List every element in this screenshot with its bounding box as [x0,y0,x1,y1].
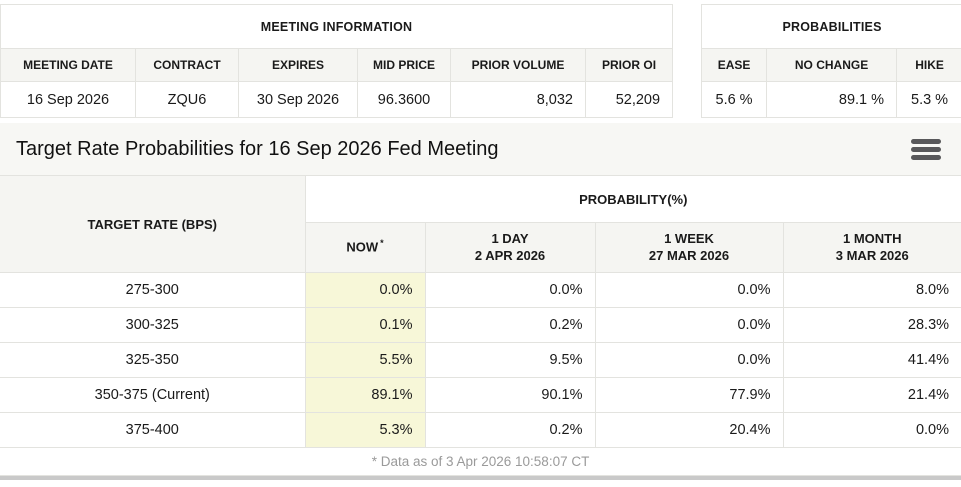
now-prob-cell: 89.1% [304,377,426,413]
one-day-prob-cell: 0.0% [424,272,596,308]
bottom-divider [0,476,961,480]
col-header-contract: CONTRACT [135,48,239,82]
hike-value: 5.3 % [896,81,961,118]
col-header-1-day: 1 DAY 2 APR 2026 [424,222,596,273]
probabilities-summary-table: PROBABILITIES EASE NO CHANGE HIKE 5.6 % … [701,4,961,118]
one-month-date: 3 MAR 2026 [835,247,909,263]
one-month-prob-cell: 41.4% [782,342,961,378]
data-as-of-footnote: * Data as of 3 Apr 2026 10:58:07 CT [0,447,961,476]
table-row-375-400: 375-400 5.3% 0.2% 20.4% 0.0% [0,412,961,448]
col-header-no-change: NO CHANGE [766,48,898,82]
table-row-300-325: 300-325 0.1% 0.2% 0.0% 28.3% [0,307,961,343]
prior-volume-value: 8,032 [450,81,586,118]
col-header-prior-volume: PRIOR VOLUME [450,48,586,82]
col-header-target-rate-bps: TARGET RATE (BPS) [0,175,306,273]
col-header-now: NOW * [304,222,426,273]
one-week-prob-cell: 77.9% [594,377,784,413]
meeting-information-table: MEETING INFORMATION MEETING DATE CONTRAC… [0,4,674,118]
col-header-1-week: 1 WEEK 27 MAR 2026 [594,222,784,273]
one-week-prob-cell: 0.0% [594,272,784,308]
col-header-expires: EXPIRES [238,48,358,82]
one-month-label: 1 MONTH [843,230,902,246]
probabilities-summary-row: 5.6 % 89.1 % 5.3 % [701,81,961,118]
one-month-prob-cell: 0.0% [782,412,961,448]
col-header-mid-price: MID PRICE [357,48,451,82]
one-month-prob-cell: 28.3% [782,307,961,343]
one-day-prob-cell: 0.2% [424,307,596,343]
target-rate-cell: 350-375 (Current) [0,377,306,413]
col-header-meeting-date: MEETING DATE [0,48,136,82]
now-prob-cell: 0.1% [304,307,426,343]
one-day-prob-cell: 0.2% [424,412,596,448]
meeting-date-value: 16 Sep 2026 [0,81,136,118]
hamburger-icon [911,138,941,144]
target-rate-cell: 325-350 [0,342,306,378]
page-title: Target Rate Probabilities for 16 Sep 202… [16,137,499,160]
one-day-prob-cell: 90.1% [424,377,596,413]
now-prob-cell: 5.5% [304,342,426,378]
one-week-prob-cell: 20.4% [594,412,784,448]
expires-value: 30 Sep 2026 [238,81,358,118]
no-change-value: 89.1 % [766,81,898,118]
table-row-275-300: 275-300 0.0% 0.0% 0.0% 8.0% [0,272,961,308]
target-rate-cell: 375-400 [0,412,306,448]
one-day-prob-cell: 9.5% [424,342,596,378]
one-week-date: 27 MAR 2026 [648,247,730,263]
one-day-date: 2 APR 2026 [474,247,546,263]
target-rate-cell: 300-325 [0,307,306,343]
table-row-325-350: 325-350 5.5% 9.5% 0.0% 41.4% [0,342,961,378]
ease-value: 5.6 % [701,81,768,118]
one-month-prob-cell: 8.0% [782,272,961,308]
col-header-prior-oi: PRIOR OI [584,48,674,82]
col-group-probability-pct: PROBABILITY(%) [304,175,961,223]
now-prob-cell: 0.0% [304,272,426,308]
hamburger-icon [911,154,941,160]
top-summary-section: MEETING INFORMATION MEETING DATE CONTRAC… [0,0,961,118]
table-row-350-375-current: 350-375 (Current) 89.1% 90.1% 77.9% 21.4… [0,377,961,413]
probabilities-title: PROBABILITIES [701,4,961,49]
col-header-ease: EASE [701,48,768,82]
target-rate-probabilities-table: TARGET RATE (BPS) PROBABILITY(%) NOW * 1 … [0,175,961,476]
target-rate-cell: 275-300 [0,272,306,308]
hamburger-menu-button[interactable] [911,137,943,161]
now-label: NOW [346,239,379,255]
now-asterisk: * [380,238,384,249]
meeting-information-title: MEETING INFORMATION [0,4,674,49]
prior-oi-value: 52,209 [584,81,674,118]
contract-value: ZQU6 [135,81,239,118]
now-prob-cell: 5.3% [304,412,426,448]
col-header-1-month: 1 MONTH 3 MAR 2026 [782,222,961,273]
one-week-label: 1 WEEK [664,230,714,246]
section-header: Target Rate Probabilities for 16 Sep 202… [0,123,961,175]
one-day-label: 1 DAY [491,230,529,246]
meeting-information-row: 16 Sep 2026 ZQU6 30 Sep 2026 96.3600 8,0… [0,81,674,118]
one-month-prob-cell: 21.4% [782,377,961,413]
one-week-prob-cell: 0.0% [594,307,784,343]
one-week-prob-cell: 0.0% [594,342,784,378]
col-header-hike: HIKE [896,48,961,82]
hamburger-icon [911,146,941,152]
mid-price-value: 96.3600 [357,81,451,118]
